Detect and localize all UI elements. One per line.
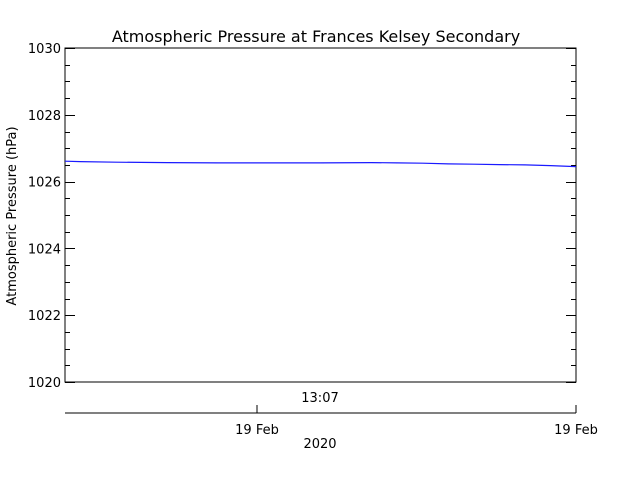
date-label: 19 Feb [235,423,279,438]
y-axis-label: Atmospheric Pressure (hPa) [5,126,20,305]
y-tick-label: 1022 [28,309,61,324]
y-tick-label: 1024 [28,242,61,257]
year-label: 2020 [303,437,336,452]
plot-frame [64,47,577,383]
y-tick-label: 1026 [28,176,61,191]
y-axis: 1020 1022 1024 1026 1028 1030 [28,42,576,391]
date-axis [65,405,577,414]
y-tick-label: 1030 [28,42,61,57]
y-tick-label: 1028 [28,109,61,124]
y-tick-label: 1020 [28,376,61,391]
series-layer [64,160,577,168]
chart-title: Atmospheric Pressure at Frances Kelsey S… [112,27,520,46]
date-label: 19 Feb [554,423,598,438]
pressure-series-line [64,160,577,168]
x-time-label: 13:07 [301,391,338,406]
